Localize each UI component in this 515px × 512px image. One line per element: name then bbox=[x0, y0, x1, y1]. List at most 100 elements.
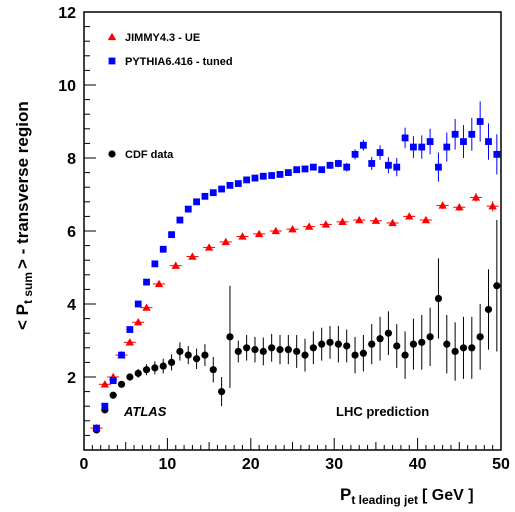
data-point bbox=[385, 161, 392, 169]
data-point bbox=[493, 282, 501, 290]
data-point bbox=[355, 215, 364, 224]
x-axis-title-sub: t leading jet bbox=[351, 493, 418, 507]
data-point bbox=[126, 373, 134, 381]
data-point bbox=[142, 366, 151, 374]
data-point bbox=[376, 149, 384, 156]
legend: JIMMY4.3 - UE PYTHIA6.416 - tuned CDF data bbox=[107, 32, 233, 161]
data-point bbox=[268, 344, 276, 352]
data-point bbox=[100, 380, 110, 388]
y-tick-label: 2 bbox=[67, 370, 76, 387]
data-point bbox=[259, 172, 267, 180]
data-point bbox=[201, 351, 209, 359]
data-point bbox=[401, 134, 409, 142]
data-point bbox=[171, 261, 180, 269]
x-tick-label: 20 bbox=[242, 456, 260, 473]
data-point bbox=[488, 201, 497, 210]
x-tick-label: 0 bbox=[80, 456, 89, 473]
y-axis-title-post: > - transverse region bbox=[13, 101, 32, 269]
data-point bbox=[301, 165, 309, 173]
data-point bbox=[359, 141, 367, 149]
data-point bbox=[459, 344, 468, 352]
data-point bbox=[101, 402, 109, 410]
data-point bbox=[109, 377, 117, 385]
data-point bbox=[368, 340, 376, 348]
data-point bbox=[284, 346, 292, 354]
data-point bbox=[485, 138, 492, 145]
data-point bbox=[434, 294, 443, 303]
data-point bbox=[293, 166, 301, 174]
data-point bbox=[451, 130, 459, 138]
data-point bbox=[276, 171, 284, 178]
data-point bbox=[221, 237, 230, 246]
data-point bbox=[126, 326, 134, 333]
data-point bbox=[251, 174, 259, 182]
data-point bbox=[318, 166, 326, 174]
data-point bbox=[243, 176, 251, 184]
data-point bbox=[351, 150, 359, 158]
data-point bbox=[318, 340, 326, 348]
data-point bbox=[418, 143, 426, 151]
data-point bbox=[418, 338, 426, 346]
data-point bbox=[193, 198, 200, 206]
data-point bbox=[259, 347, 267, 356]
x-tick-label: 30 bbox=[325, 456, 343, 473]
y-axis-title-pre: < P bbox=[13, 304, 32, 330]
data-point bbox=[134, 318, 143, 326]
data-point bbox=[309, 344, 317, 352]
data-point bbox=[234, 347, 242, 356]
data-point bbox=[238, 232, 247, 240]
legend-marker-circle bbox=[108, 150, 116, 158]
data-point bbox=[435, 163, 442, 171]
data-point bbox=[134, 369, 142, 377]
data-point bbox=[409, 340, 418, 348]
data-point bbox=[334, 340, 342, 348]
data-point bbox=[176, 216, 184, 224]
series-circle bbox=[92, 220, 501, 434]
legend-marker-triangle bbox=[107, 32, 117, 41]
data-point bbox=[493, 150, 501, 158]
legend-label: PYTHIA6.416 - tuned bbox=[125, 56, 233, 68]
data-point bbox=[218, 388, 226, 396]
series-square bbox=[93, 101, 501, 432]
data-point bbox=[443, 340, 451, 348]
data-point bbox=[326, 338, 334, 346]
data-point bbox=[218, 185, 226, 193]
data-point bbox=[176, 347, 184, 356]
x-tick-label: 40 bbox=[409, 456, 427, 473]
data-point bbox=[484, 305, 493, 314]
data-point bbox=[159, 245, 167, 253]
data-point bbox=[455, 203, 464, 211]
data-point bbox=[309, 163, 317, 171]
data-point bbox=[476, 333, 484, 341]
data-point bbox=[334, 160, 342, 167]
data-point bbox=[371, 216, 381, 224]
y-axis-title-sub: t sum bbox=[21, 272, 35, 304]
data-point bbox=[243, 344, 251, 352]
atlas-annotation: ATLAS bbox=[123, 404, 167, 419]
legend-label: CDF data bbox=[125, 149, 174, 161]
x-axis-title-unit: [ GeV ] bbox=[422, 487, 474, 504]
data-point bbox=[226, 333, 234, 341]
data-point bbox=[168, 231, 175, 239]
series-layer bbox=[90, 101, 501, 434]
lhc-prediction-annotation: LHC prediction bbox=[336, 404, 429, 419]
data-point bbox=[209, 366, 217, 374]
data-point bbox=[142, 303, 151, 311]
data-point bbox=[388, 218, 397, 227]
data-point bbox=[209, 189, 217, 197]
data-point bbox=[271, 226, 281, 235]
data-point bbox=[226, 181, 234, 189]
data-point bbox=[251, 346, 259, 354]
y-tick-label: 10 bbox=[58, 78, 76, 95]
data-point bbox=[476, 118, 484, 125]
data-point bbox=[201, 192, 209, 200]
data-point bbox=[288, 224, 297, 233]
data-point bbox=[426, 333, 434, 341]
data-point bbox=[184, 205, 192, 213]
data-point bbox=[134, 300, 142, 308]
x-tick-label: 50 bbox=[492, 456, 510, 473]
data-point bbox=[109, 391, 117, 399]
data-point bbox=[460, 138, 467, 145]
data-point bbox=[405, 212, 414, 220]
data-point bbox=[204, 243, 214, 251]
